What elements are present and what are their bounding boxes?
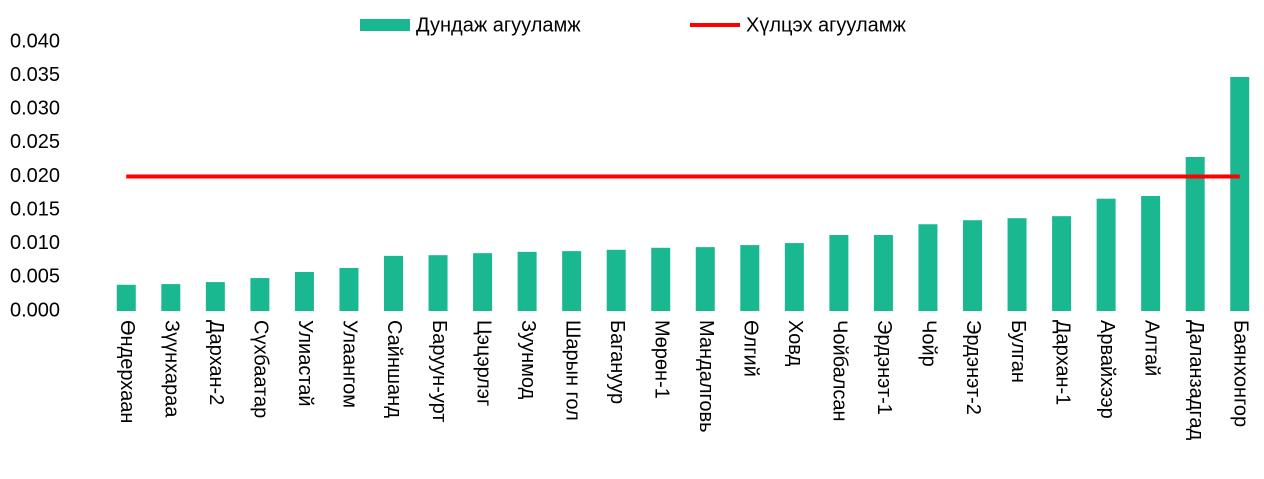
x-tick-label: Эрдэнэт-2 <box>962 320 984 415</box>
bar <box>294 271 314 311</box>
bar <box>606 249 626 311</box>
bar <box>428 255 448 311</box>
x-tick-label: Мөрөн-1 <box>650 320 672 399</box>
x-tick-label: Мандалговь <box>695 320 717 433</box>
x-tick-label: Баянхонгор <box>1229 320 1251 427</box>
x-tick-label: Ховд <box>784 320 806 367</box>
bar <box>873 235 893 311</box>
bar <box>918 224 938 311</box>
bar <box>517 251 537 311</box>
bar <box>784 243 804 311</box>
x-tick-label: Багануур <box>606 320 628 404</box>
bar <box>1141 196 1161 311</box>
x-tick-label: Өндерхаан <box>116 320 138 423</box>
x-tick-label: Дархан-2 <box>205 320 227 405</box>
bar <box>1096 198 1116 311</box>
bar <box>116 284 136 311</box>
x-tick-label: Эрдэнэт-1 <box>873 320 895 415</box>
bar <box>1052 216 1072 311</box>
y-tick-label: 0.035 <box>10 64 60 86</box>
y-tick-label: 0.025 <box>10 131 60 153</box>
bar <box>1007 218 1027 311</box>
x-tick-label: Булган <box>1007 320 1029 383</box>
bar <box>339 267 359 311</box>
x-tick-label: Сайншанд <box>383 320 405 418</box>
x-tick-label: Зуунмод <box>517 320 539 400</box>
bar <box>205 282 225 311</box>
x-tick-label: Дархан-1 <box>1051 320 1073 405</box>
bar <box>1185 156 1205 311</box>
x-tick-label: Өлгий <box>740 320 762 377</box>
x-tick-label: Улаангом <box>339 320 361 408</box>
bar <box>963 220 982 311</box>
legend-swatch <box>360 19 410 31</box>
bar <box>384 255 403 311</box>
y-tick-label: 0.000 <box>10 299 60 321</box>
x-tick-label: Чойр <box>918 320 940 367</box>
bar <box>250 278 270 311</box>
bar <box>1230 76 1250 311</box>
bar <box>695 247 715 311</box>
x-tick-label: Сүхбаатар <box>250 320 272 418</box>
x-tick-label: Шарын гол <box>561 320 583 421</box>
y-tick-label: 0.005 <box>10 266 60 288</box>
bar <box>740 245 760 311</box>
x-tick-label: Зүүнхараа <box>161 320 183 418</box>
x-tick-label: Алтай <box>1140 320 1162 376</box>
y-tick-label: 0.030 <box>10 98 60 120</box>
bar <box>651 247 671 311</box>
bar <box>562 251 582 311</box>
x-tick-label: Улиастай <box>294 320 316 407</box>
x-tick-label: Даланзадгад <box>1185 320 1207 440</box>
y-tick-label: 0.020 <box>10 165 60 187</box>
bar <box>829 235 849 311</box>
x-tick-label: Баруун-урт <box>428 320 450 422</box>
y-tick-label: 0.015 <box>10 198 60 220</box>
bar <box>473 253 493 311</box>
x-tick-label: Цэцэрлэг <box>472 320 494 406</box>
legend-label: Хүлцэх агууламж <box>746 14 907 36</box>
y-tick-label: 0.040 <box>10 30 60 52</box>
y-tick-label: 0.010 <box>10 232 60 254</box>
x-tick-label: Арвайхээр <box>1096 320 1118 419</box>
legend-label: Дундаж агууламж <box>416 14 581 36</box>
x-tick-label: Чойбалсан <box>829 320 851 422</box>
bar <box>161 284 181 311</box>
